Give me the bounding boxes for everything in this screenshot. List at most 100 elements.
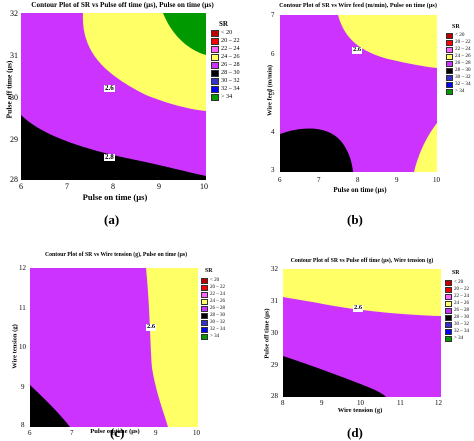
y-axis-label: Pulse off time (µs) <box>263 308 271 359</box>
region-24-26 <box>283 269 441 316</box>
legend-label: 22 – 24 <box>221 45 240 52</box>
x-tick-label: 10 <box>200 182 208 191</box>
y-tick-label: 29 <box>10 135 18 144</box>
legend-swatch <box>445 335 452 342</box>
legend-title: SR <box>452 270 460 276</box>
legend-swatch <box>211 93 219 101</box>
legend-label: 32 – 34 <box>455 81 471 87</box>
y-tick-label: 9 <box>21 383 25 391</box>
region-28-30 <box>280 128 353 172</box>
panel-caption: (c) <box>110 425 125 440</box>
legend-swatch <box>446 67 453 74</box>
legend-label: 30 – 32 <box>210 320 225 325</box>
region-24-26 <box>146 268 198 427</box>
legend-swatch <box>446 39 453 46</box>
x-axis-label: Pulse on time (µs) <box>90 428 140 435</box>
x-tick-label: 9 <box>320 399 324 407</box>
legend-label: 28 – 30 <box>221 69 240 76</box>
y-tick-label: 4 <box>271 128 275 136</box>
legend-swatch <box>445 314 452 321</box>
y-tick-label: 8 <box>21 421 25 429</box>
chart-title: Contour Plot of SR vs Wire feed (m/min),… <box>279 2 437 9</box>
y-tick-label: 32 <box>271 265 278 273</box>
legend-swatch <box>445 300 452 307</box>
x-tick-label: 7 <box>65 182 69 191</box>
contour-label: 2.6 <box>104 84 115 92</box>
x-tick-label: 7 <box>317 176 321 184</box>
legend-label: 26 – 28 <box>454 308 469 313</box>
legend-title: SR <box>452 24 460 30</box>
legend-swatch <box>201 305 208 312</box>
legend-label: < 20 <box>454 280 464 285</box>
legend-swatch <box>201 326 208 333</box>
legend-swatch <box>445 307 452 314</box>
legend-label: 26 – 28 <box>210 306 225 311</box>
panel-caption: (b) <box>347 212 363 227</box>
region-24-26 <box>414 123 437 172</box>
region-24-26 <box>338 15 437 68</box>
contour-plot <box>30 268 198 427</box>
legend-label: > 34 <box>455 88 465 94</box>
y-tick-label: 10 <box>19 343 26 351</box>
contour-plot <box>21 13 206 180</box>
y-tick-label: 31 <box>10 51 18 60</box>
legend-label: 32 – 34 <box>221 85 240 92</box>
legend-swatch <box>201 319 208 326</box>
legend-label: 30 – 32 <box>221 77 240 84</box>
x-tick-label: 9 <box>157 182 161 191</box>
region-gt-34 <box>163 13 206 55</box>
y-tick-label: 5 <box>271 89 275 97</box>
x-tick-label: 8 <box>111 182 115 191</box>
legend-label: < 20 <box>221 29 233 36</box>
legend-swatch <box>446 60 453 67</box>
legend-swatch <box>201 298 208 305</box>
legend-label: 26 – 28 <box>221 61 240 68</box>
legend-swatch <box>201 284 208 291</box>
legend-swatch <box>211 61 219 69</box>
legend-label: 24 – 26 <box>221 53 240 60</box>
legend-label: 22 – 24 <box>455 46 471 52</box>
legend-swatch <box>201 312 208 319</box>
x-axis-label: Wire tension (g) <box>337 407 383 414</box>
legend-swatch <box>445 321 452 328</box>
region-28-30 <box>30 385 70 427</box>
legend-label: 20 – 22 <box>454 287 469 292</box>
legend-label: 28 – 30 <box>455 67 471 73</box>
y-tick-label: 11 <box>19 304 26 312</box>
legend-label: 20 – 22 <box>210 285 225 290</box>
y-tick-label: 3 <box>271 166 275 174</box>
panel-caption: (d) <box>347 425 363 440</box>
legend-label: 22 – 24 <box>454 294 469 299</box>
contour-plot <box>280 15 437 172</box>
y-tick-label: 7 <box>271 11 275 19</box>
legend-swatch <box>201 333 208 340</box>
region-24-26 <box>82 13 206 111</box>
legend-swatch <box>445 286 452 293</box>
legend-label: 28 – 30 <box>210 313 225 318</box>
legend-label: 32 – 34 <box>454 329 469 334</box>
x-tick-label: 7 <box>70 429 74 437</box>
legend-swatch <box>446 74 453 81</box>
legend-label: 26 – 28 <box>455 60 471 66</box>
x-tick-label: 6 <box>28 429 32 437</box>
x-tick-label: 9 <box>395 176 399 184</box>
x-tick-label: 11 <box>397 399 404 407</box>
region-28-30 <box>283 356 386 397</box>
legend-swatch <box>446 46 453 53</box>
panel-caption: (a) <box>104 212 120 227</box>
legend-swatch <box>445 293 452 300</box>
legend-label: 24 – 26 <box>454 301 469 306</box>
x-tick-label: 9 <box>154 429 158 437</box>
legend-swatch <box>201 277 208 284</box>
x-tick-label: 8 <box>112 429 116 437</box>
y-tick-label: 30 <box>271 329 278 337</box>
x-tick-label: 12 <box>435 399 442 407</box>
legend-label: < 20 <box>210 278 220 283</box>
legend-swatch <box>211 77 219 85</box>
y-tick-label: 6 <box>271 50 275 58</box>
legend-swatch <box>211 69 219 77</box>
chart-title: Contour Plot of SR vs Pulse off time (µs… <box>31 1 214 9</box>
legend-swatch <box>211 85 219 93</box>
legend-swatch <box>211 45 219 53</box>
legend-swatch <box>446 88 453 95</box>
